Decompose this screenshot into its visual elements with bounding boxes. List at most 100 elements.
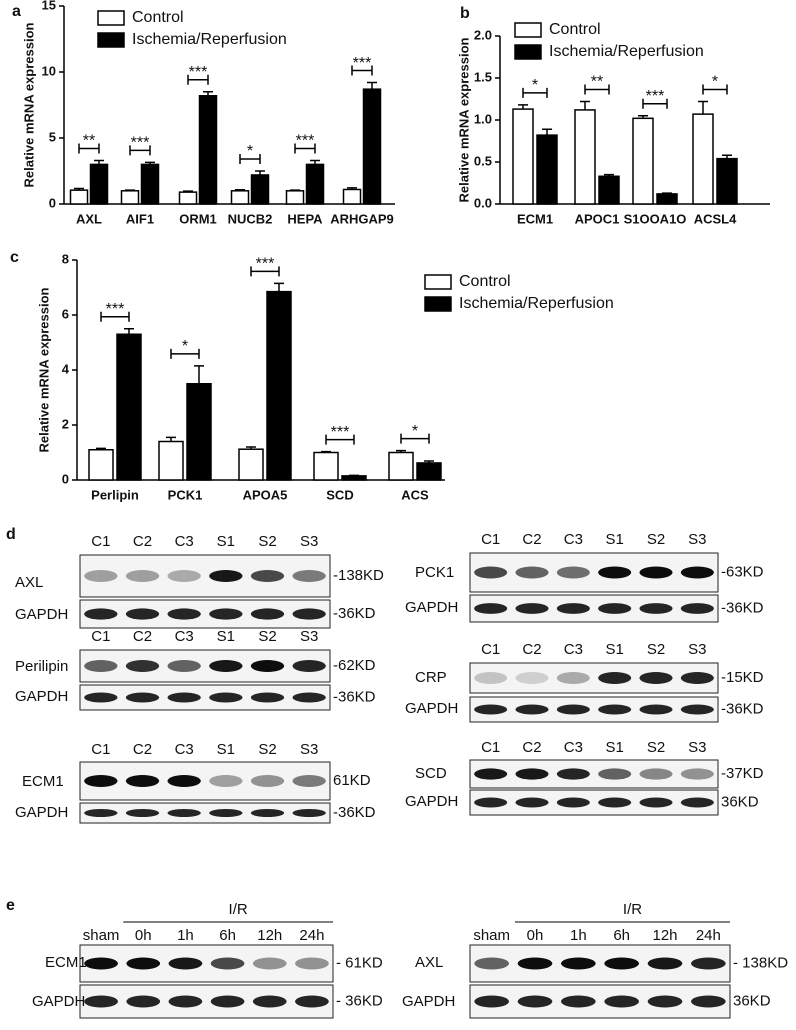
band	[680, 603, 714, 614]
y-tick-label: 0	[49, 195, 56, 210]
band	[209, 692, 243, 703]
band	[604, 995, 640, 1008]
band	[680, 704, 714, 715]
lane-label: S2	[258, 628, 276, 645]
band	[598, 603, 632, 614]
row-label: SCD	[415, 765, 447, 782]
lane-label: S3	[688, 641, 706, 658]
row-label: GAPDH	[405, 599, 458, 616]
band	[680, 566, 714, 579]
band	[515, 704, 549, 715]
band	[598, 797, 632, 808]
size-label: -36KD	[721, 700, 764, 717]
significance-label: *	[182, 338, 188, 355]
significance-label: ***	[353, 55, 372, 72]
significance-label: **	[591, 74, 603, 91]
lane-label: C2	[522, 531, 541, 548]
lane-label: C2	[522, 739, 541, 756]
lane-label: S1	[605, 531, 623, 548]
size-label: -37KD	[721, 765, 764, 782]
band	[209, 570, 243, 582]
bar	[362, 88, 382, 205]
size-label: -15KD	[721, 669, 764, 686]
bar	[512, 108, 534, 205]
row-label: ECM1	[22, 773, 64, 790]
lane-label: sham	[83, 927, 120, 944]
band	[167, 570, 201, 582]
lane-label: S1	[217, 533, 235, 550]
significance-label: *	[532, 77, 538, 94]
band	[474, 797, 508, 808]
band	[561, 995, 596, 1008]
size-label: -138KD	[333, 567, 384, 584]
bar	[716, 157, 738, 205]
band	[250, 608, 285, 620]
error-bar	[124, 328, 134, 335]
lane-label: C2	[133, 741, 152, 758]
size-label: -62KD	[333, 657, 376, 674]
y-tick-label: 0.0	[474, 195, 492, 210]
y-tick-label: 1.5	[474, 69, 492, 84]
bar	[140, 163, 160, 205]
significance-bracket	[239, 154, 261, 164]
band	[515, 603, 549, 614]
bar	[598, 175, 620, 205]
significance-bracket	[400, 433, 430, 444]
row-label: GAPDH	[405, 700, 458, 717]
band	[680, 672, 714, 684]
band	[84, 775, 118, 787]
significance-bracket	[129, 145, 151, 156]
significance-bracket	[351, 65, 373, 76]
band	[556, 768, 590, 780]
legend-swatch	[97, 32, 125, 48]
significance-label: ***	[331, 424, 350, 441]
error-bar	[96, 447, 106, 450]
x-tick-label: HEPA	[287, 211, 323, 226]
blot-frame	[469, 789, 719, 816]
band	[292, 809, 326, 817]
band	[250, 809, 285, 817]
error-bar	[722, 154, 732, 159]
x-tick-label: SCD	[326, 487, 353, 502]
error-bar	[235, 188, 245, 191]
significance-label: ***	[189, 64, 208, 81]
band	[292, 692, 326, 703]
band	[84, 692, 118, 703]
x-tick-label: ARHGAP9	[330, 211, 394, 226]
band	[691, 995, 726, 1008]
band	[474, 768, 508, 780]
band	[647, 957, 683, 970]
lane-label: S3	[688, 739, 706, 756]
band	[474, 603, 508, 614]
lane-label: S3	[300, 741, 318, 758]
row-label: GAPDH	[405, 793, 458, 810]
bar	[238, 448, 264, 481]
error-bar	[246, 446, 256, 450]
band	[556, 603, 590, 614]
x-tick-label: S1OOA1O	[624, 211, 687, 226]
lane-label: 12h	[652, 927, 677, 944]
band	[515, 797, 549, 808]
bar	[116, 333, 142, 481]
bar	[342, 188, 362, 205]
bar	[250, 174, 270, 205]
lane-label: S2	[647, 739, 665, 756]
band	[250, 660, 285, 672]
significance-label: ***	[131, 135, 150, 152]
band	[292, 570, 326, 582]
error-bar	[349, 474, 359, 477]
band	[210, 995, 245, 1008]
bar	[285, 190, 305, 205]
x-tick-label: APOA5	[243, 487, 288, 502]
lane-label: S1	[605, 739, 623, 756]
lane-label: S1	[217, 628, 235, 645]
significance-label: *	[247, 143, 253, 160]
y-tick-label: 5	[49, 129, 56, 144]
band	[84, 570, 118, 582]
band	[517, 995, 553, 1008]
legend-label: Ischemia/Reperfusion	[549, 43, 704, 60]
error-bar	[203, 91, 213, 96]
y-tick-label: 1.0	[474, 111, 492, 126]
bar	[120, 190, 140, 205]
error-bar	[321, 450, 331, 453]
